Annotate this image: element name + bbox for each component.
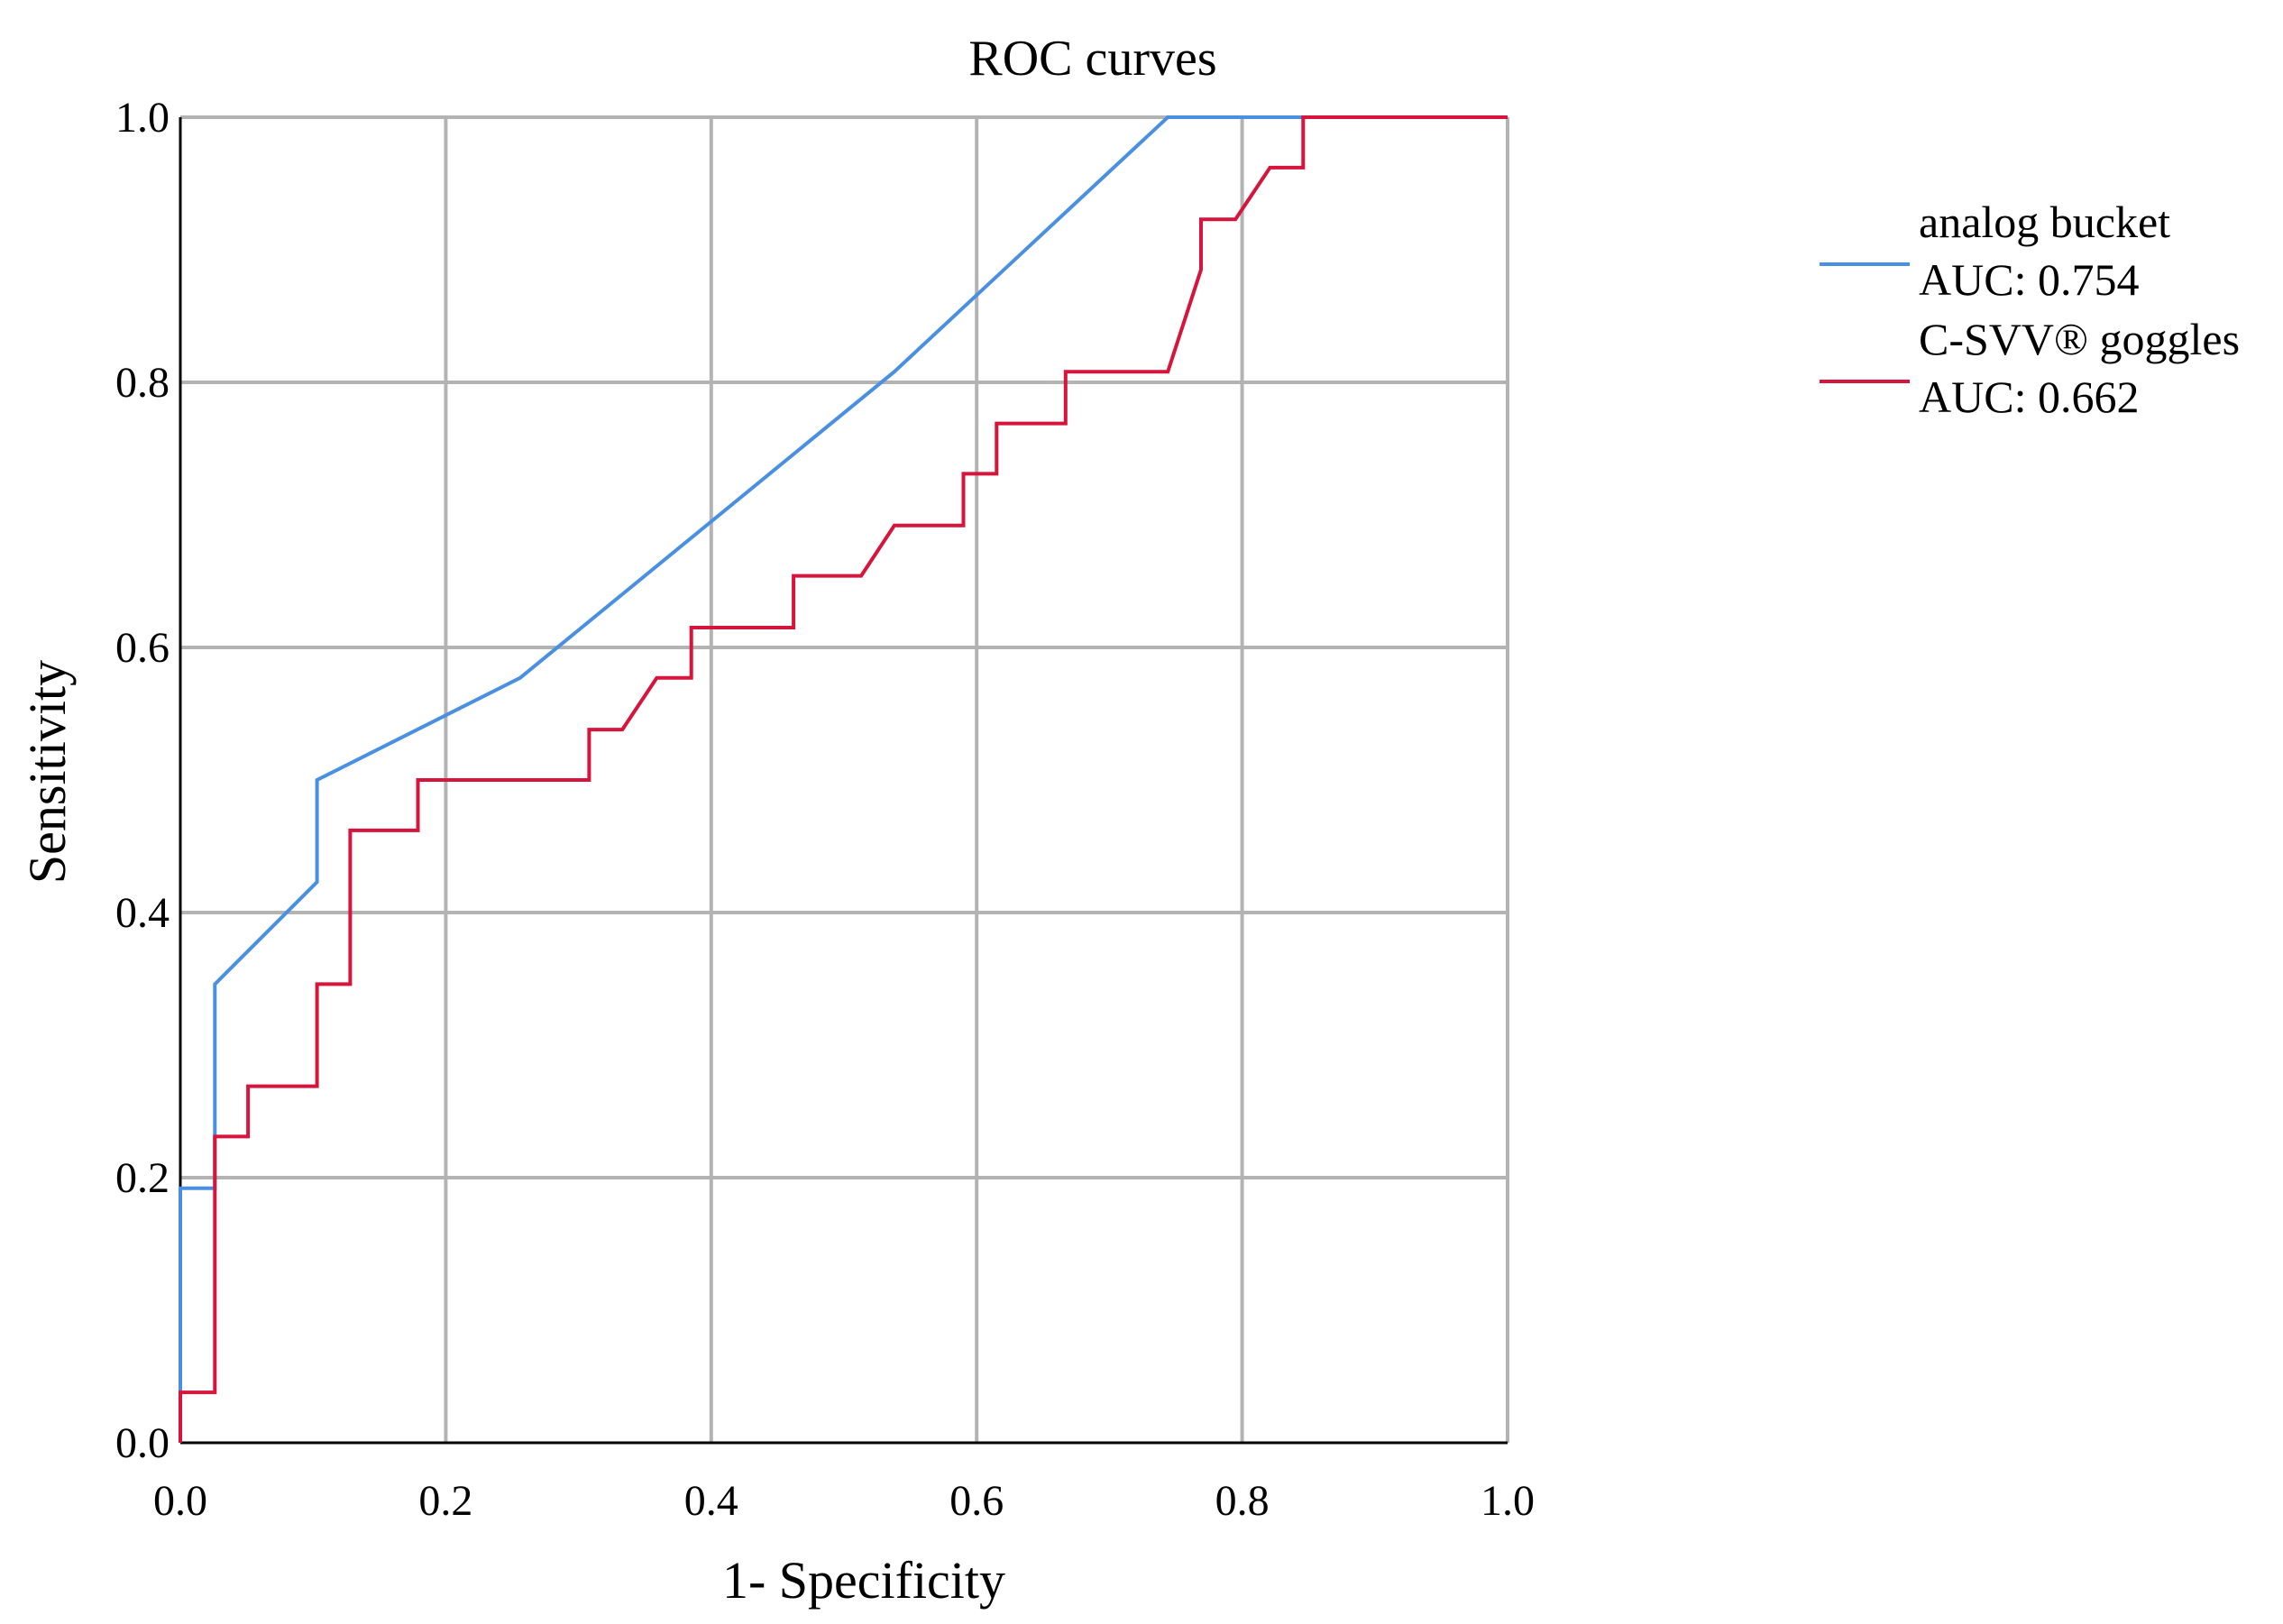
- legend: analog bucket AUC: 0.754 C-SVV® goggles AUC…: [1820, 197, 2240, 422]
- y-tick-label: 0.4: [115, 889, 170, 937]
- x-tick-label: 1.0: [1481, 1477, 1535, 1525]
- y-tick-label: 0.8: [115, 359, 170, 407]
- x-tick-label: 0.6: [949, 1477, 1004, 1525]
- legend-series-name: analog bucket: [1919, 197, 2170, 247]
- series-line-c-svv-goggles: [179, 115, 1508, 1443]
- chart-title: ROC curves: [968, 31, 1216, 87]
- x-tick-label: 0.4: [684, 1477, 738, 1525]
- y-tick-label: 0.2: [115, 1154, 170, 1202]
- y-tick-label: 0.6: [115, 624, 170, 672]
- x-tick-label: 0.0: [153, 1477, 207, 1525]
- y-tick-label: 1.0: [115, 94, 170, 142]
- tick-labels: 0.0 0.2 0.4 0.6 0.8 1.0 0.0 0.2 0.4 0.6 0.8 1.0: [115, 94, 1535, 1525]
- legend-series-name: C-SVV® goggles: [1919, 314, 2240, 364]
- series-lines: [179, 115, 1508, 1443]
- y-tick-label: 0.0: [115, 1419, 170, 1467]
- series-line-analog-bucket: [179, 115, 1508, 1443]
- legend-auc-label: AUC: 0.662: [1919, 372, 2139, 422]
- grid: [180, 115, 1509, 1443]
- axes: [179, 117, 1508, 1445]
- x-tick-label: 0.8: [1215, 1477, 1270, 1525]
- y-axis-title: Sensitivity: [18, 660, 77, 884]
- legend-auc-label: AUC: 0.754: [1919, 254, 2139, 305]
- x-tick-label: 0.2: [418, 1477, 472, 1525]
- x-axis-title: 1- Specificity: [722, 1551, 1005, 1610]
